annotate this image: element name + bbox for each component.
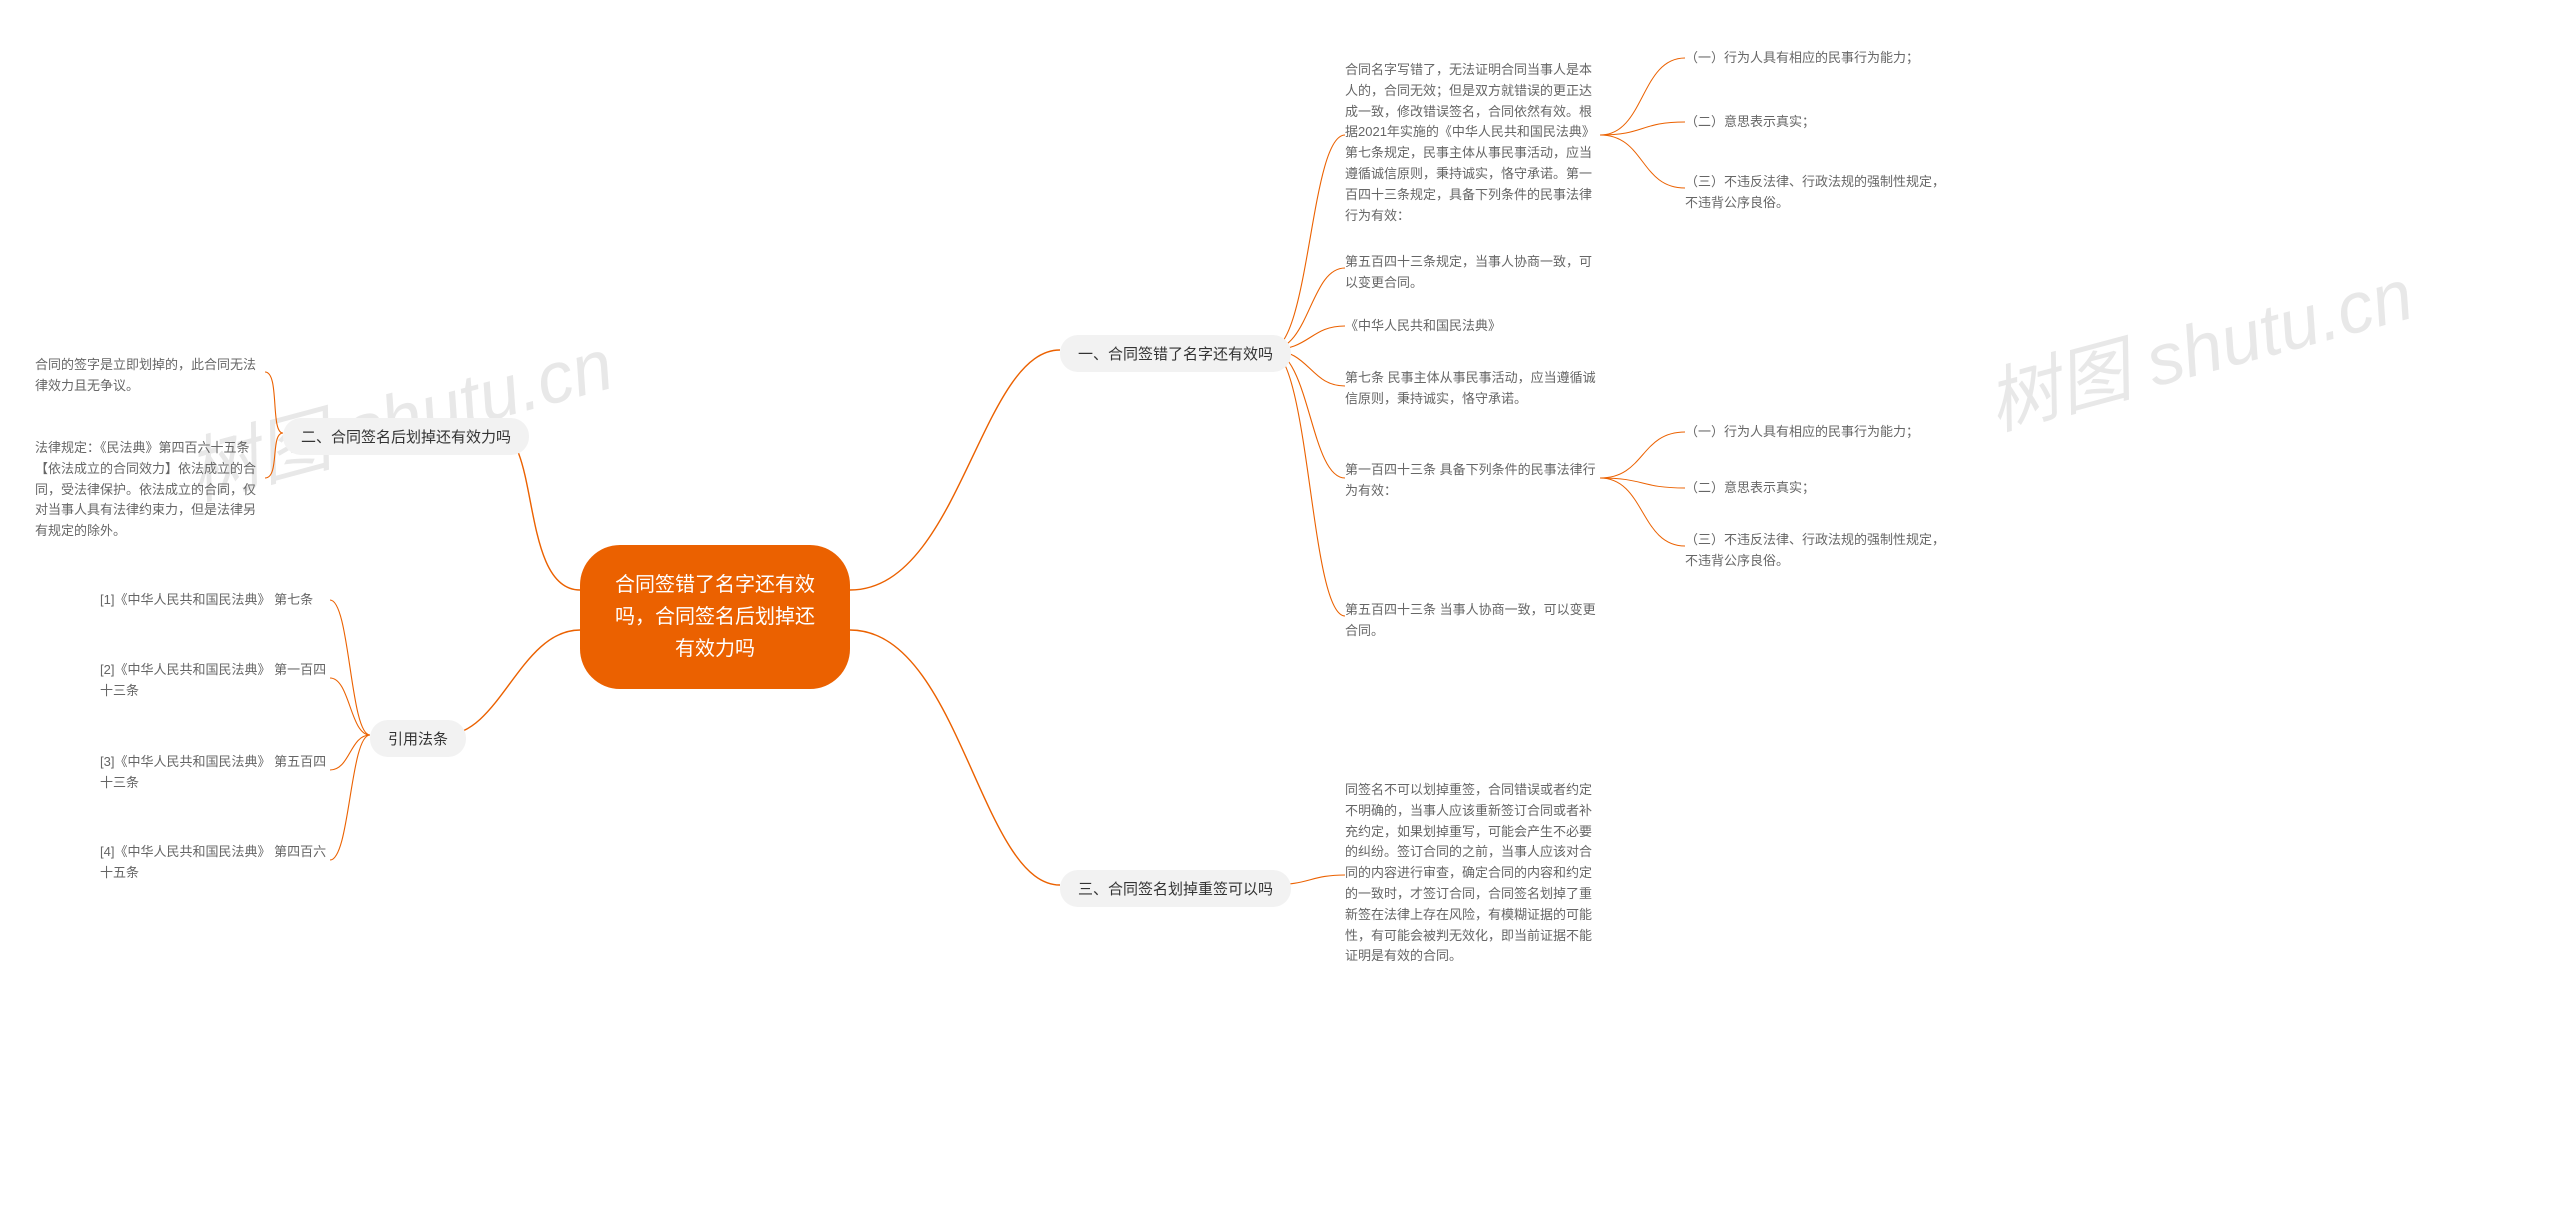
leaf-1-4: 第七条 民事主体从事民事活动，应当遵循诚信原则，秉持诚实，恪守承诺。 <box>1345 368 1600 410</box>
branch-1[interactable]: 一、合同签错了名字还有效吗 <box>1060 335 1291 372</box>
mindmap-canvas: 合同签错了名字还有效吗，合同签名后划掉还有效力吗 一、合同签错了名字还有效吗 二… <box>0 0 2560 1225</box>
leaf-1-5-1: （一）行为人具有相应的民事行为能力； <box>1685 422 1919 443</box>
leaf-4-1: [1]《中华人民共和国民法典》 第七条 <box>100 590 313 611</box>
leaf-1-1-1: （一）行为人具有相应的民事行为能力； <box>1685 48 1919 69</box>
connectors-svg <box>0 0 2560 1225</box>
leaf-1-2: 第五百四十三条规定，当事人协商一致，可以变更合同。 <box>1345 252 1600 294</box>
leaf-4-2: [2]《中华人民共和国民法典》 第一百四十三条 <box>100 660 330 702</box>
branch-4[interactable]: 引用法条 <box>370 720 466 757</box>
leaf-3-1: 同签名不可以划掉重签，合同错误或者约定不明确的，当事人应该重新签订合同或者补充约… <box>1345 780 1600 967</box>
central-node[interactable]: 合同签错了名字还有效吗，合同签名后划掉还有效力吗 <box>580 545 850 689</box>
branch-2[interactable]: 二、合同签名后划掉还有效力吗 <box>283 418 529 455</box>
leaf-1-1-3: （三）不违反法律、行政法规的强制性规定，不违背公序良俗。 <box>1685 172 1945 214</box>
leaf-1-5: 第一百四十三条 具备下列条件的民事法律行为有效： <box>1345 460 1600 502</box>
leaf-1-1-2: （二）意思表示真实； <box>1685 112 1815 133</box>
leaf-1-1: 合同名字写错了，无法证明合同当事人是本人的，合同无效；但是双方就错误的更正达成一… <box>1345 60 1600 226</box>
leaf-4-4: [4]《中华人民共和国民法典》 第四百六十五条 <box>100 842 330 884</box>
leaf-2-1: 合同的签字是立即划掉的，此合同无法律效力且无争议。 <box>35 355 265 397</box>
leaf-1-5-2: （二）意思表示真实； <box>1685 478 1815 499</box>
leaf-1-6: 第五百四十三条 当事人协商一致，可以变更合同。 <box>1345 600 1600 642</box>
branch-3[interactable]: 三、合同签名划掉重签可以吗 <box>1060 870 1291 907</box>
leaf-4-3: [3]《中华人民共和国民法典》 第五百四十三条 <box>100 752 330 794</box>
leaf-2-2: 法律规定：《民法典》第四百六十五条 【依法成立的合同效力】依法成立的合同，受法律… <box>35 438 265 542</box>
leaf-1-3: 《中华人民共和国民法典》 <box>1345 316 1501 337</box>
leaf-1-5-3: （三）不违反法律、行政法规的强制性规定，不违背公序良俗。 <box>1685 530 1945 572</box>
